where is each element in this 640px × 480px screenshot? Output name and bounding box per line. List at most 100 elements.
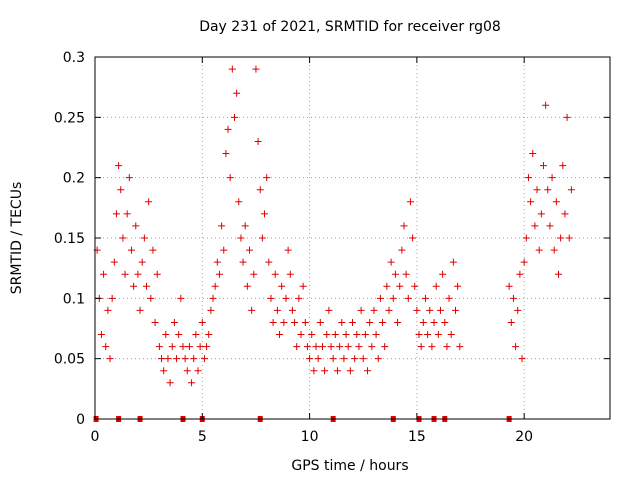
data-point xyxy=(265,258,273,266)
data-point xyxy=(273,306,281,314)
data-point xyxy=(115,162,123,170)
data-point xyxy=(533,186,541,194)
data-point xyxy=(389,294,397,302)
data-point xyxy=(301,318,309,326)
data-point xyxy=(117,186,125,194)
data-point xyxy=(542,101,550,109)
data-point xyxy=(235,198,243,206)
data-point xyxy=(522,234,530,242)
data-point xyxy=(394,318,402,326)
data-point xyxy=(421,294,429,302)
data-point xyxy=(100,270,108,278)
data-point xyxy=(158,355,166,363)
x-tick-label: 10 xyxy=(301,429,319,445)
data-point xyxy=(404,294,412,302)
data-point xyxy=(344,343,352,351)
data-point xyxy=(181,355,189,363)
data-point xyxy=(372,331,380,339)
data-point xyxy=(346,367,354,375)
data-point xyxy=(106,355,114,363)
data-point xyxy=(104,306,112,314)
data-point xyxy=(321,367,329,375)
data-point xyxy=(550,246,558,254)
data-point xyxy=(288,306,296,314)
chart-title: Day 231 of 2021, SRMTID for receiver rg0… xyxy=(199,19,501,35)
data-point xyxy=(112,210,120,218)
data-point xyxy=(127,246,135,254)
data-point xyxy=(454,282,462,290)
data-point xyxy=(108,294,116,302)
data-point xyxy=(213,258,221,266)
data-point xyxy=(370,306,378,314)
data-point xyxy=(376,294,384,302)
data-point xyxy=(385,306,393,314)
data-point xyxy=(368,343,376,351)
data-point xyxy=(205,331,213,339)
data-point xyxy=(200,355,208,363)
data-point xyxy=(387,258,395,266)
data-point xyxy=(524,174,532,182)
data-point xyxy=(316,318,324,326)
data-point xyxy=(110,258,118,266)
data-point xyxy=(366,318,374,326)
data-point xyxy=(224,125,232,133)
data-point xyxy=(241,222,249,230)
data-point xyxy=(559,162,567,170)
data-point xyxy=(119,234,127,242)
data-point xyxy=(364,367,372,375)
data-point xyxy=(166,379,174,387)
data-point xyxy=(254,137,262,145)
data-point xyxy=(312,343,320,351)
data-point xyxy=(306,355,314,363)
data-point xyxy=(406,198,414,206)
data-point xyxy=(383,282,391,290)
data-point xyxy=(222,150,230,158)
data-point xyxy=(102,343,110,351)
data-point xyxy=(246,246,253,254)
data-point xyxy=(432,282,440,290)
data-point xyxy=(230,113,238,121)
data-point xyxy=(355,343,363,351)
data-point xyxy=(544,186,552,194)
data-point xyxy=(509,294,517,302)
data-point xyxy=(359,355,367,363)
data-point xyxy=(248,306,256,314)
data-point xyxy=(295,294,303,302)
data-point xyxy=(565,234,573,242)
data-point xyxy=(284,246,292,254)
data-point xyxy=(342,331,350,339)
data-point xyxy=(443,343,451,351)
data-point xyxy=(563,113,571,121)
data-point xyxy=(170,318,178,326)
x-tick-label: 0 xyxy=(91,429,100,445)
data-point xyxy=(130,282,138,290)
data-point xyxy=(417,343,425,351)
data-point xyxy=(325,306,333,314)
data-point xyxy=(507,318,515,326)
data-point xyxy=(333,367,341,375)
data-point xyxy=(140,234,148,242)
x-tick-label: 20 xyxy=(515,429,533,445)
data-point xyxy=(428,343,436,351)
data-point xyxy=(271,270,279,278)
y-tick-label: 0.15 xyxy=(54,231,85,247)
data-point xyxy=(220,246,228,254)
data-point xyxy=(439,270,447,278)
data-point xyxy=(278,282,286,290)
data-point xyxy=(537,210,545,218)
data-point xyxy=(505,282,513,290)
data-point xyxy=(151,318,159,326)
data-point xyxy=(293,343,301,351)
data-point xyxy=(299,282,307,290)
data-point xyxy=(269,318,277,326)
data-point xyxy=(561,210,569,218)
data-point xyxy=(125,174,133,182)
axis-ticks: 0 0.05 0.1 0.15 0.2 0.25 0.3 0 5 10 15 20 xyxy=(54,50,610,445)
data-point xyxy=(233,89,241,97)
data-point xyxy=(211,282,219,290)
data-point xyxy=(336,343,344,351)
data-point xyxy=(411,282,419,290)
data-point xyxy=(310,367,318,375)
data-point xyxy=(237,234,245,242)
